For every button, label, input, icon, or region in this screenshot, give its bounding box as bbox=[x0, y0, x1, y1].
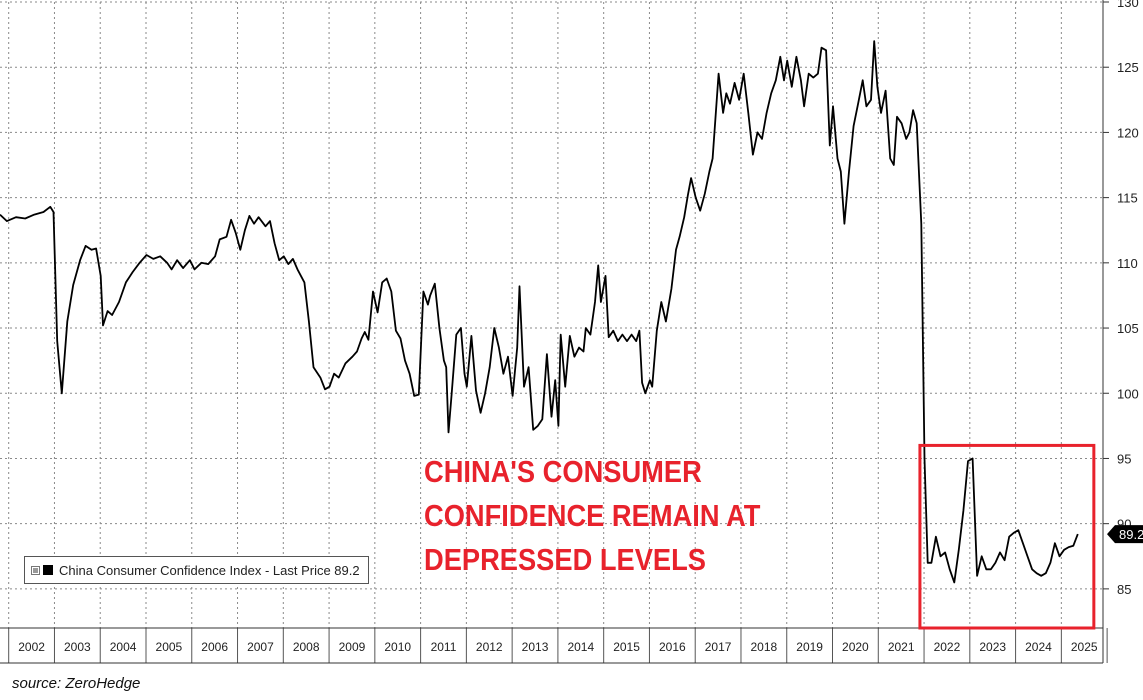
x-tick-label: 2014 bbox=[567, 640, 594, 654]
x-tick-label: 2009 bbox=[339, 640, 366, 654]
y-tick-label: 130 bbox=[1117, 0, 1139, 10]
x-tick-label: 2020 bbox=[842, 640, 869, 654]
legend[interactable]: China Consumer Confidence Index - Last P… bbox=[24, 556, 369, 584]
y-tick-label: 110 bbox=[1117, 256, 1138, 271]
y-tick-label: 100 bbox=[1117, 386, 1139, 401]
x-tick-label: 2010 bbox=[384, 640, 411, 654]
y-tick-label: 125 bbox=[1117, 60, 1139, 75]
x-tick-label: 2017 bbox=[705, 640, 732, 654]
x-tick-label: 2022 bbox=[934, 640, 961, 654]
y-tick-label: 95 bbox=[1117, 451, 1131, 466]
x-tick-label: 2015 bbox=[613, 640, 640, 654]
x-tick-label: 2018 bbox=[751, 640, 778, 654]
source-note: source: ZeroHedge bbox=[12, 675, 141, 692]
x-tick-label: 2013 bbox=[522, 640, 549, 654]
x-tick-label: 2008 bbox=[293, 640, 320, 654]
legend-label: China Consumer Confidence Index - Last P… bbox=[59, 562, 360, 578]
x-tick-label: 2006 bbox=[201, 640, 228, 654]
x-tick-label: 2019 bbox=[796, 640, 823, 654]
x-tick-label: 2012 bbox=[476, 640, 503, 654]
legend-toggle-icon[interactable] bbox=[31, 565, 40, 575]
annotation-line-1: CHINA'S CONSUMER bbox=[424, 454, 702, 489]
x-tick-label: 2003 bbox=[64, 640, 91, 654]
series-group bbox=[0, 40, 1079, 584]
y-tick-label: 85 bbox=[1117, 582, 1131, 597]
x-tick-label: 2002 bbox=[18, 640, 45, 654]
x-tick-label: 2004 bbox=[110, 640, 137, 654]
series-line-0 bbox=[0, 40, 1079, 584]
x-tick-label: 2011 bbox=[431, 640, 457, 654]
y-tick-label: 115 bbox=[1117, 191, 1138, 206]
y-tick-label: 120 bbox=[1117, 125, 1139, 140]
legend-swatch-icon bbox=[43, 565, 53, 575]
x-tick-label: 2025 bbox=[1071, 640, 1098, 654]
x-tick-label: 2007 bbox=[247, 640, 274, 654]
highlight-group bbox=[918, 443, 1096, 630]
annotation-line-3: DEPRESSED LEVELS bbox=[424, 542, 706, 577]
x-tick-label: 2023 bbox=[979, 640, 1006, 654]
x-tick-label: 2021 bbox=[888, 640, 915, 654]
grid-lines bbox=[0, 1, 1103, 628]
x-tick-label: 2024 bbox=[1025, 640, 1052, 654]
last-value-label: 89.2 bbox=[1119, 527, 1143, 542]
y-tick-label: 105 bbox=[1117, 321, 1139, 336]
highlight-box bbox=[918, 443, 1096, 630]
x-tick-label: 2016 bbox=[659, 640, 686, 654]
last-value-marker bbox=[1107, 525, 1143, 544]
x-tick-label: 2005 bbox=[156, 640, 183, 654]
annotation-line-2: CONFIDENCE REMAIN AT bbox=[424, 498, 761, 533]
